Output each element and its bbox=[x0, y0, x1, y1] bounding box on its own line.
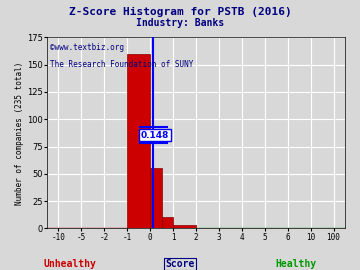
Bar bbox=[127, 54, 150, 228]
Bar bbox=[150, 168, 162, 228]
Text: Healthy: Healthy bbox=[276, 259, 317, 269]
Text: Z-Score Histogram for PSTB (2016): Z-Score Histogram for PSTB (2016) bbox=[69, 7, 291, 17]
Y-axis label: Number of companies (235 total): Number of companies (235 total) bbox=[15, 61, 24, 205]
Bar bbox=[162, 217, 173, 228]
Text: Unhealthy: Unhealthy bbox=[43, 259, 96, 269]
Text: 0.148: 0.148 bbox=[141, 131, 169, 140]
Text: The Research Foundation of SUNY: The Research Foundation of SUNY bbox=[50, 60, 193, 69]
Text: Industry: Banks: Industry: Banks bbox=[136, 18, 224, 28]
Text: Score: Score bbox=[165, 259, 195, 269]
Text: ©www.textbiz.org: ©www.textbiz.org bbox=[50, 43, 124, 52]
Bar bbox=[173, 225, 196, 228]
